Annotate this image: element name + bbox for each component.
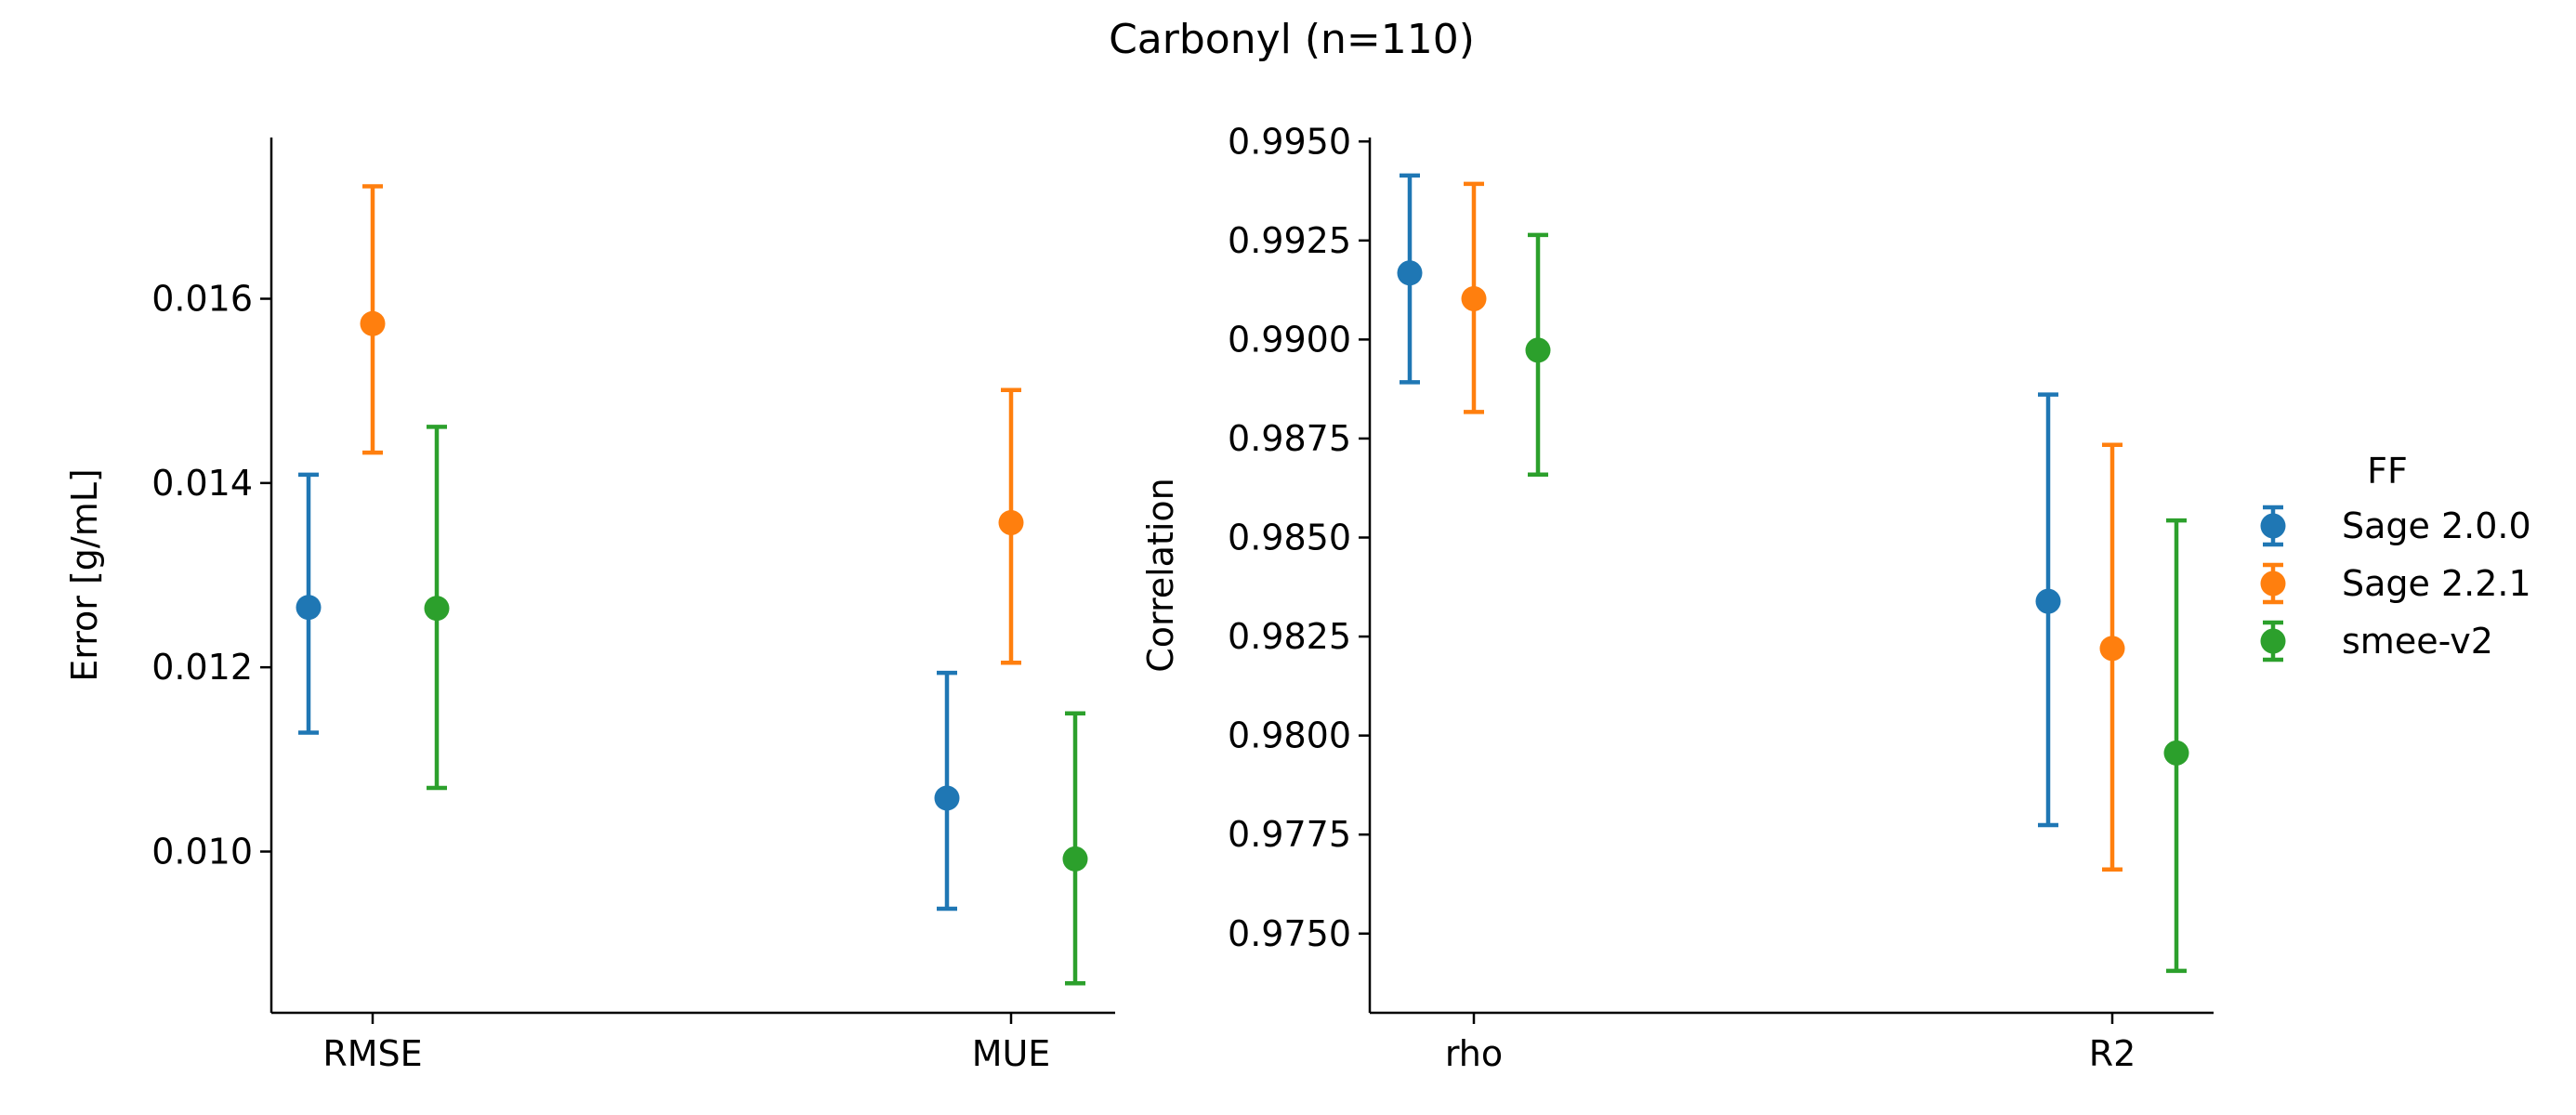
point-sage-2-0-0-mue bbox=[934, 785, 960, 811]
y-tick-label: 0.010 bbox=[151, 831, 253, 872]
point-sage-2-0-0-rho bbox=[1397, 260, 1423, 286]
legend-label: Sage 2.2.1 bbox=[2342, 563, 2531, 604]
legend-entry-sage-2-0-0: Sage 2.0.0 bbox=[2260, 505, 2531, 547]
y-axis-label: Correlation bbox=[1140, 478, 1181, 673]
y-tick-label: 0.9775 bbox=[1228, 814, 1351, 855]
y-tick-label: 0.016 bbox=[151, 279, 253, 320]
point-sage-2-2-1-rmse bbox=[360, 310, 386, 336]
legend-label: smee-v2 bbox=[2342, 621, 2493, 662]
y-tick-label: 0.9750 bbox=[1228, 913, 1351, 954]
point-smee-v2-rho bbox=[1525, 337, 1551, 363]
y-tick-label: 0.012 bbox=[151, 647, 253, 688]
y-tick-label: 0.9950 bbox=[1228, 121, 1351, 162]
x-tick-label-mue: MUE bbox=[972, 1033, 1051, 1074]
point-smee-v2-mue bbox=[1062, 846, 1088, 872]
legend-label: Sage 2.0.0 bbox=[2342, 505, 2531, 546]
y-tick-label: 0.9825 bbox=[1228, 616, 1351, 657]
point-sage-2-2-1-mue bbox=[998, 509, 1024, 535]
y-tick-label: 0.9900 bbox=[1228, 319, 1351, 360]
point-sage-2-0-0-rmse bbox=[296, 595, 322, 621]
point-sage-2-2-1-r2 bbox=[2099, 636, 2125, 662]
legend: FF Sage 2.0.0 Sage 2.2.1 smee-v2 bbox=[2260, 451, 2531, 662]
figure-title: Carbonyl (n=110) bbox=[1109, 16, 1475, 63]
legend-marker bbox=[2260, 628, 2286, 654]
x-tick-label-r2: R2 bbox=[2089, 1033, 2136, 1074]
point-smee-v2-r2 bbox=[2163, 740, 2189, 766]
x-tick-label-rho: rho bbox=[1445, 1033, 1503, 1074]
legend-entry-smee-v2: smee-v2 bbox=[2260, 620, 2493, 662]
legend-marker bbox=[2260, 571, 2286, 597]
error-panel: 0.010 0.012 0.014 0.016 RMSE MUE Error [g/mL] bbox=[64, 138, 1115, 1074]
y-tick-label: 0.014 bbox=[151, 463, 253, 504]
y-axis-label: Error [g/mL] bbox=[64, 468, 105, 681]
point-smee-v2-rmse bbox=[424, 596, 450, 622]
legend-title: FF bbox=[2367, 451, 2408, 492]
legend-entry-sage-2-2-1: Sage 2.2.1 bbox=[2260, 562, 2531, 605]
y-tick-label: 0.9925 bbox=[1228, 220, 1351, 261]
legend-marker bbox=[2260, 513, 2286, 539]
point-sage-2-2-1-rho bbox=[1461, 285, 1487, 311]
y-tick-label: 0.9850 bbox=[1228, 518, 1351, 558]
x-tick-label-rmse: RMSE bbox=[322, 1033, 422, 1074]
y-tick-label: 0.9875 bbox=[1228, 418, 1351, 459]
y-tick-label: 0.9800 bbox=[1228, 715, 1351, 756]
legend-entries: Sage 2.0.0 Sage 2.2.1 smee-v2 bbox=[2260, 505, 2531, 662]
correlation-panel: 0.9750 0.9775 0.9800 0.9825 0.9850 0.9875 0.99… bbox=[1140, 121, 2214, 1074]
point-sage-2-0-0-r2 bbox=[2035, 588, 2061, 614]
